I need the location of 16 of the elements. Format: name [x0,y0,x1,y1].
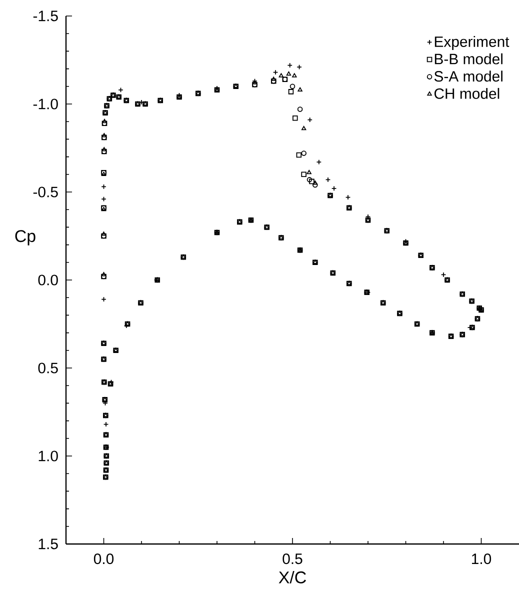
y-axis-title: Cp [15,230,36,246]
x-tick-label: 0.0 [94,554,114,564]
y-tick-label: 0.5 [38,362,58,374]
legend-label: S-A model [434,70,502,82]
y-tick-label: 0.0 [38,274,58,286]
y-tick-label: 1.5 [38,538,58,550]
legend-label: CH model [434,88,500,99]
legend-label: Experiment [434,36,510,50]
x-tick-label: 0.5 [282,554,302,564]
x-axis-title: X/C [278,570,306,584]
y-tick-label: -0.5 [33,186,58,198]
y-tick-label: -1.5 [33,10,58,22]
y-tick-label: 1.0 [38,450,58,462]
y-tick-label: -1.0 [33,98,58,110]
x-tick-label: 1.0 [472,554,492,564]
legend-label: B-B model [434,53,502,64]
